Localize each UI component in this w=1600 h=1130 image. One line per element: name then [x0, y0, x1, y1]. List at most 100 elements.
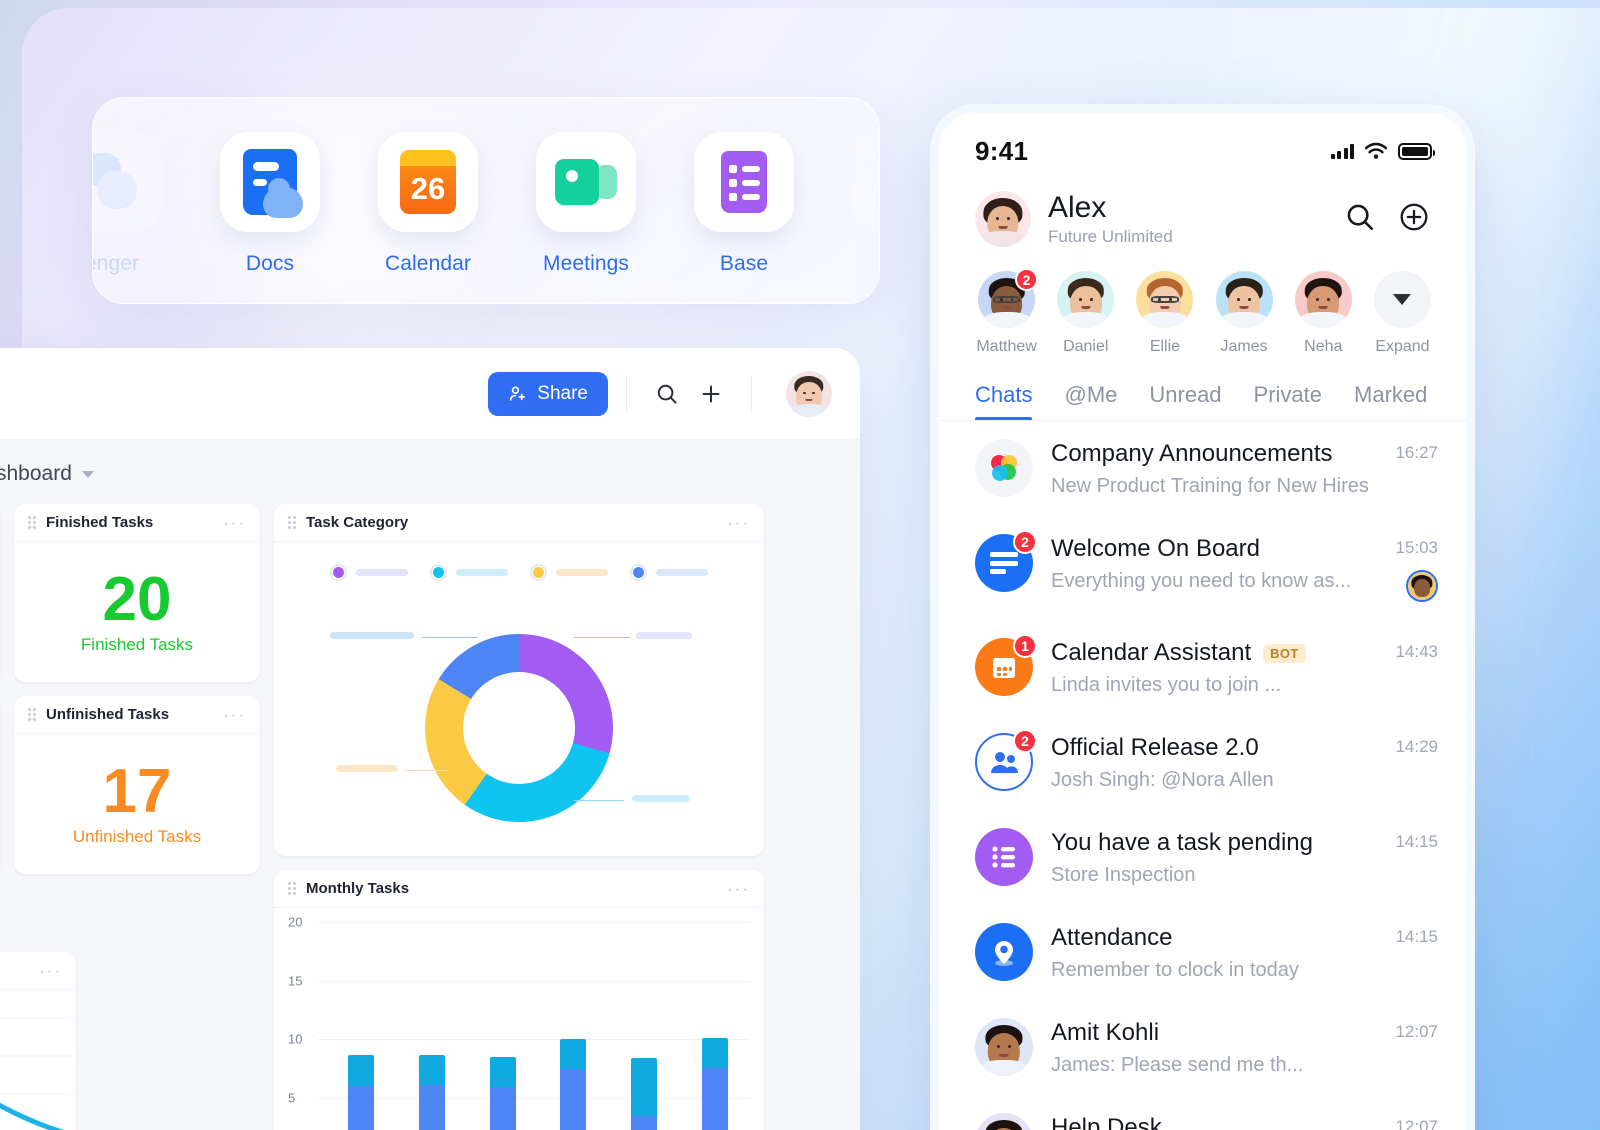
chat-avatar[interactable]: [975, 439, 1033, 497]
contact-james[interactable]: James: [1205, 271, 1284, 356]
drag-handle-icon[interactable]: [288, 516, 296, 529]
tab-chats[interactable]: Chats: [975, 382, 1033, 421]
contact-label: Daniel: [1063, 338, 1109, 355]
chat-timestamp: 12:07: [1395, 1022, 1438, 1041]
chat-avatar[interactable]: [975, 828, 1033, 886]
phone-mockup: 9:41 Alex Future Unlimited: [930, 104, 1475, 1130]
chat-meta: 16:27: [1395, 439, 1438, 463]
chat-list-item[interactable]: 2 Welcome On Board Everything you need t…: [939, 516, 1466, 620]
app-item-messenger[interactable]: enger: [93, 132, 191, 276]
avatar[interactable]: [1215, 271, 1273, 328]
bar-column[interactable]: [701, 1037, 728, 1130]
phone-status-bar: 9:41: [939, 113, 1466, 175]
expand-button[interactable]: [1373, 271, 1431, 328]
card-menu-button[interactable]: ···: [727, 512, 750, 532]
bar-column[interactable]: [418, 1055, 445, 1130]
y-axis-tick: 20: [288, 914, 303, 930]
chevron-down-icon: [1393, 294, 1412, 305]
chat-list-item[interactable]: You have a task pending Store Inspection…: [939, 810, 1466, 905]
contact-expand[interactable]: Expand: [1363, 271, 1442, 356]
avatar[interactable]: [1294, 271, 1352, 328]
gridline: [318, 1097, 750, 1099]
chat-avatar[interactable]: 2: [975, 729, 1037, 791]
calendar-icon: 26: [400, 150, 456, 214]
bar-segment-completed: [560, 1069, 587, 1130]
share-label: Share: [537, 382, 588, 404]
drag-handle-icon[interactable]: [288, 882, 296, 895]
chat-list-item[interactable]: Attendance Remember to clock in today 14…: [939, 905, 1466, 1000]
card-menu-button[interactable]: ···: [39, 960, 62, 980]
legend-item: [330, 564, 408, 581]
chat-list-item[interactable]: 1 Calendar Assistant BOT Linda invites y…: [939, 620, 1466, 715]
finished-tasks-value: 20: [102, 565, 172, 634]
card-task-category[interactable]: Task Category ···: [274, 504, 764, 856]
bar-segment-completed: [418, 1084, 445, 1130]
legend-dot: [330, 564, 347, 581]
chat-avatar[interactable]: [975, 1018, 1033, 1076]
bar-segment-remaining: [418, 1055, 445, 1085]
card-menu-button[interactable]: ···: [223, 704, 246, 724]
plus-circle-icon[interactable]: [1398, 201, 1430, 238]
tab-unread[interactable]: Unread: [1149, 382, 1222, 407]
tab-marked[interactable]: Marked: [1354, 382, 1428, 407]
card-finished-tasks[interactable]: Finished Tasks ··· 20 Finished Tasks: [14, 504, 260, 682]
card-title: Finished Tasks: [46, 514, 154, 531]
chat-timestamp: 14:43: [1395, 642, 1438, 661]
breadcrumb[interactable]: shboard: [0, 440, 860, 504]
bar-segment-completed: [630, 1116, 657, 1130]
chat-list-item[interactable]: Help Desk 12:07: [939, 1095, 1466, 1130]
avatar[interactable]: [1057, 271, 1115, 328]
drag-handle-icon[interactable]: [28, 708, 36, 721]
tab-private[interactable]: Private: [1253, 382, 1323, 407]
bar-column[interactable]: [489, 1056, 516, 1130]
app-item-docs[interactable]: Docs: [191, 132, 349, 276]
avatar[interactable]: 2: [978, 268, 1039, 328]
app-item-email[interactable]: E: [823, 132, 879, 276]
app-item-base[interactable]: Base: [665, 132, 823, 276]
avatar[interactable]: [786, 370, 832, 417]
location-pin-icon: [975, 923, 1033, 981]
line-chart: [0, 990, 76, 1130]
app-label: Calendar: [384, 252, 472, 275]
contact-matthew[interactable]: 2 Matthew: [967, 268, 1046, 356]
chat-avatar[interactable]: 1: [975, 634, 1037, 696]
search-icon[interactable]: [1344, 201, 1376, 238]
card-menu-button[interactable]: ···: [727, 878, 750, 898]
card-monthly-tasks[interactable]: Monthly Tasks ··· 05101520: [274, 870, 764, 1130]
card-menu-button[interactable]: ···: [223, 512, 246, 532]
avatar[interactable]: [975, 191, 1031, 247]
chat-avatar[interactable]: 2: [975, 530, 1037, 592]
bar-segment-remaining: [489, 1056, 516, 1087]
bar-column[interactable]: [560, 1038, 587, 1130]
chat-avatar[interactable]: [975, 1113, 1033, 1130]
tab-at-me[interactable]: @Me: [1064, 382, 1118, 407]
chat-list-item[interactable]: Amit Kohli James: Please send me th... 1…: [939, 1000, 1466, 1095]
search-icon[interactable]: [645, 372, 689, 416]
card-unfinished-tasks[interactable]: Unfinished Tasks ··· 17 Unfinished Tasks: [14, 696, 260, 874]
plus-icon[interactable]: [689, 372, 733, 416]
app-item-calendar[interactable]: 26 Calendar: [349, 132, 507, 276]
calendar-day: 26: [410, 171, 446, 206]
chat-preview: Store Inspection: [1051, 864, 1196, 886]
chat-avatar[interactable]: [975, 923, 1033, 981]
phone-header: Alex Future Unlimited: [939, 175, 1466, 247]
drag-handle-icon[interactable]: [28, 516, 36, 529]
share-button[interactable]: Share: [488, 371, 608, 416]
chat-list-item[interactable]: 2 Official Release 2.0 Josh Singh: @Nora…: [939, 715, 1466, 810]
chat-title: Official Release 2.0: [1051, 734, 1259, 761]
bar-column[interactable]: [348, 1055, 375, 1130]
y-axis-tick: 15: [288, 973, 303, 988]
card-line-chart[interactable]: ···: [0, 952, 76, 1130]
chat-list-item[interactable]: Company Announcements New Product Traini…: [939, 421, 1466, 516]
contact-neha[interactable]: Neha: [1284, 271, 1363, 356]
avatar[interactable]: [1136, 271, 1194, 328]
legend-dot: [430, 564, 447, 581]
donut-leader-line: [404, 770, 448, 771]
chat-preview: James: Please send me th...: [1051, 1054, 1304, 1076]
contact-ellie[interactable]: Ellie: [1125, 271, 1204, 356]
gridline: [318, 922, 750, 923]
bar-column[interactable]: [630, 1057, 657, 1130]
contact-daniel[interactable]: Daniel: [1046, 271, 1125, 356]
app-tile: [220, 132, 320, 232]
app-item-meetings[interactable]: Meetings: [507, 132, 665, 276]
